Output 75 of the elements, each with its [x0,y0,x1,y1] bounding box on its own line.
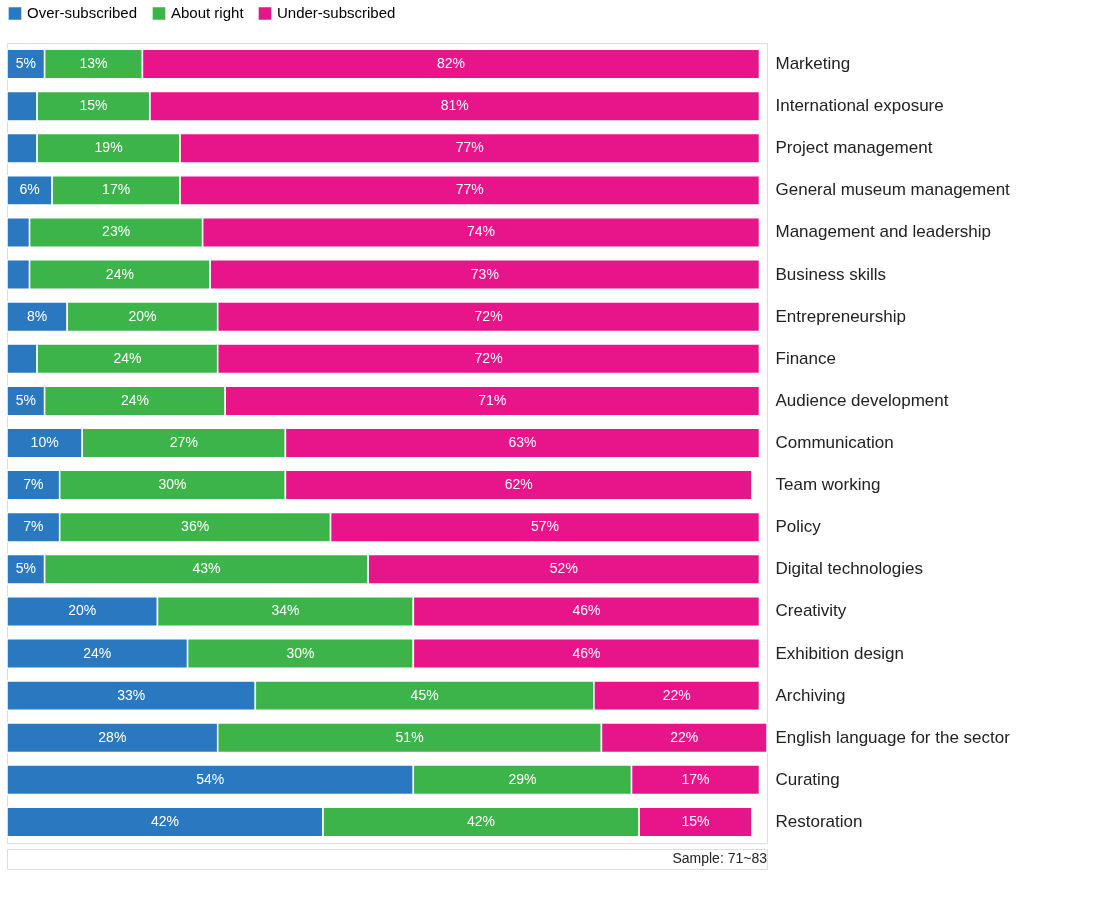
data-label: 28% [98,728,127,745]
text: Sample: 71~83 [672,850,768,866]
legend-label: Under-subscribed [277,4,396,22]
data-label: 34% [271,602,300,619]
y-tick-label: Restoration [775,811,863,831]
y-tick-label: Project management [775,138,933,158]
data-label: 46% [572,644,601,661]
data-label: 52% [549,560,578,577]
y-tick-label: Finance [775,348,836,368]
data-label: 30% [286,644,315,661]
legend-label: Over-subscribed [27,4,138,22]
data-label: 81% [440,97,469,114]
data-label: 15% [681,812,710,829]
data-label: 7% [23,518,44,535]
data-label: 22% [670,728,699,745]
data-label: 27% [169,434,198,450]
data-label: 5% [15,55,36,72]
data-label: 63% [508,434,537,450]
data-label: 24% [113,349,142,366]
data-label: 45% [410,686,439,703]
y-tick-label: Audience development [775,390,949,410]
data-label: 17% [681,770,710,787]
y-tick-label: Communication [775,433,894,452]
legend-label: About right [171,4,245,22]
data-label: 24% [83,644,112,661]
data-label: 72% [474,349,503,366]
y-tick-label: International exposure [775,96,944,116]
data-label: 62% [504,476,533,493]
data-label: 77% [455,181,484,198]
data-label: 5% [15,560,36,577]
data-label: 29% [508,770,537,787]
data-label: 13% [79,55,108,72]
y-tick-label: Archiving [775,685,846,705]
y-tick-label: Marketing [775,54,851,74]
y-tick-label: Curating [775,769,840,789]
data-label: 20% [128,307,157,324]
y-tick-label: Digital technologies [775,559,923,579]
y-tick-label: Exhibition design [775,643,905,663]
data-label: 36% [181,518,210,535]
data-label: 46% [572,602,601,619]
data-label: 42% [467,812,496,829]
data-label: 23% [102,223,131,240]
data-label: 17% [102,181,131,198]
data-label: 6% [19,181,40,198]
data-label: 54% [196,770,225,787]
y-tick-label: General museum management [775,180,1011,200]
data-label: 8% [26,307,48,324]
data-label: 5% [15,391,36,408]
data-label: 15% [79,97,108,114]
y-tick-label: Business skills [775,264,887,284]
data-label: 10% [30,434,59,450]
data-label: 30% [158,476,187,493]
data-label: 33% [117,686,146,703]
y-tick-label: Management and leadership [775,222,991,242]
data-label: 57% [531,518,560,535]
y-tick-label: Entrepreneurship [775,306,906,326]
data-label: 73% [470,265,499,282]
data-label: 72% [474,307,503,324]
data-label: 77% [455,139,484,156]
data-label: 82% [436,55,465,72]
data-label: 22% [662,686,691,703]
data-label: 7% [23,476,44,493]
y-tick-label: Policy [775,517,822,537]
data-label: 24% [120,391,149,408]
data-label: 43% [192,560,221,577]
data-label: 74% [467,223,496,240]
data-label: 20% [68,602,97,619]
data-label: 24% [105,265,134,282]
data-label: 19% [94,139,123,156]
y-tick-label: Team working [775,475,881,495]
data-label: 51% [395,728,424,745]
data-label: 71% [478,391,507,408]
y-tick-label: English language for the sector [775,727,1011,747]
y-tick-label: Creativity [775,601,847,621]
data-label: 42% [151,812,180,829]
